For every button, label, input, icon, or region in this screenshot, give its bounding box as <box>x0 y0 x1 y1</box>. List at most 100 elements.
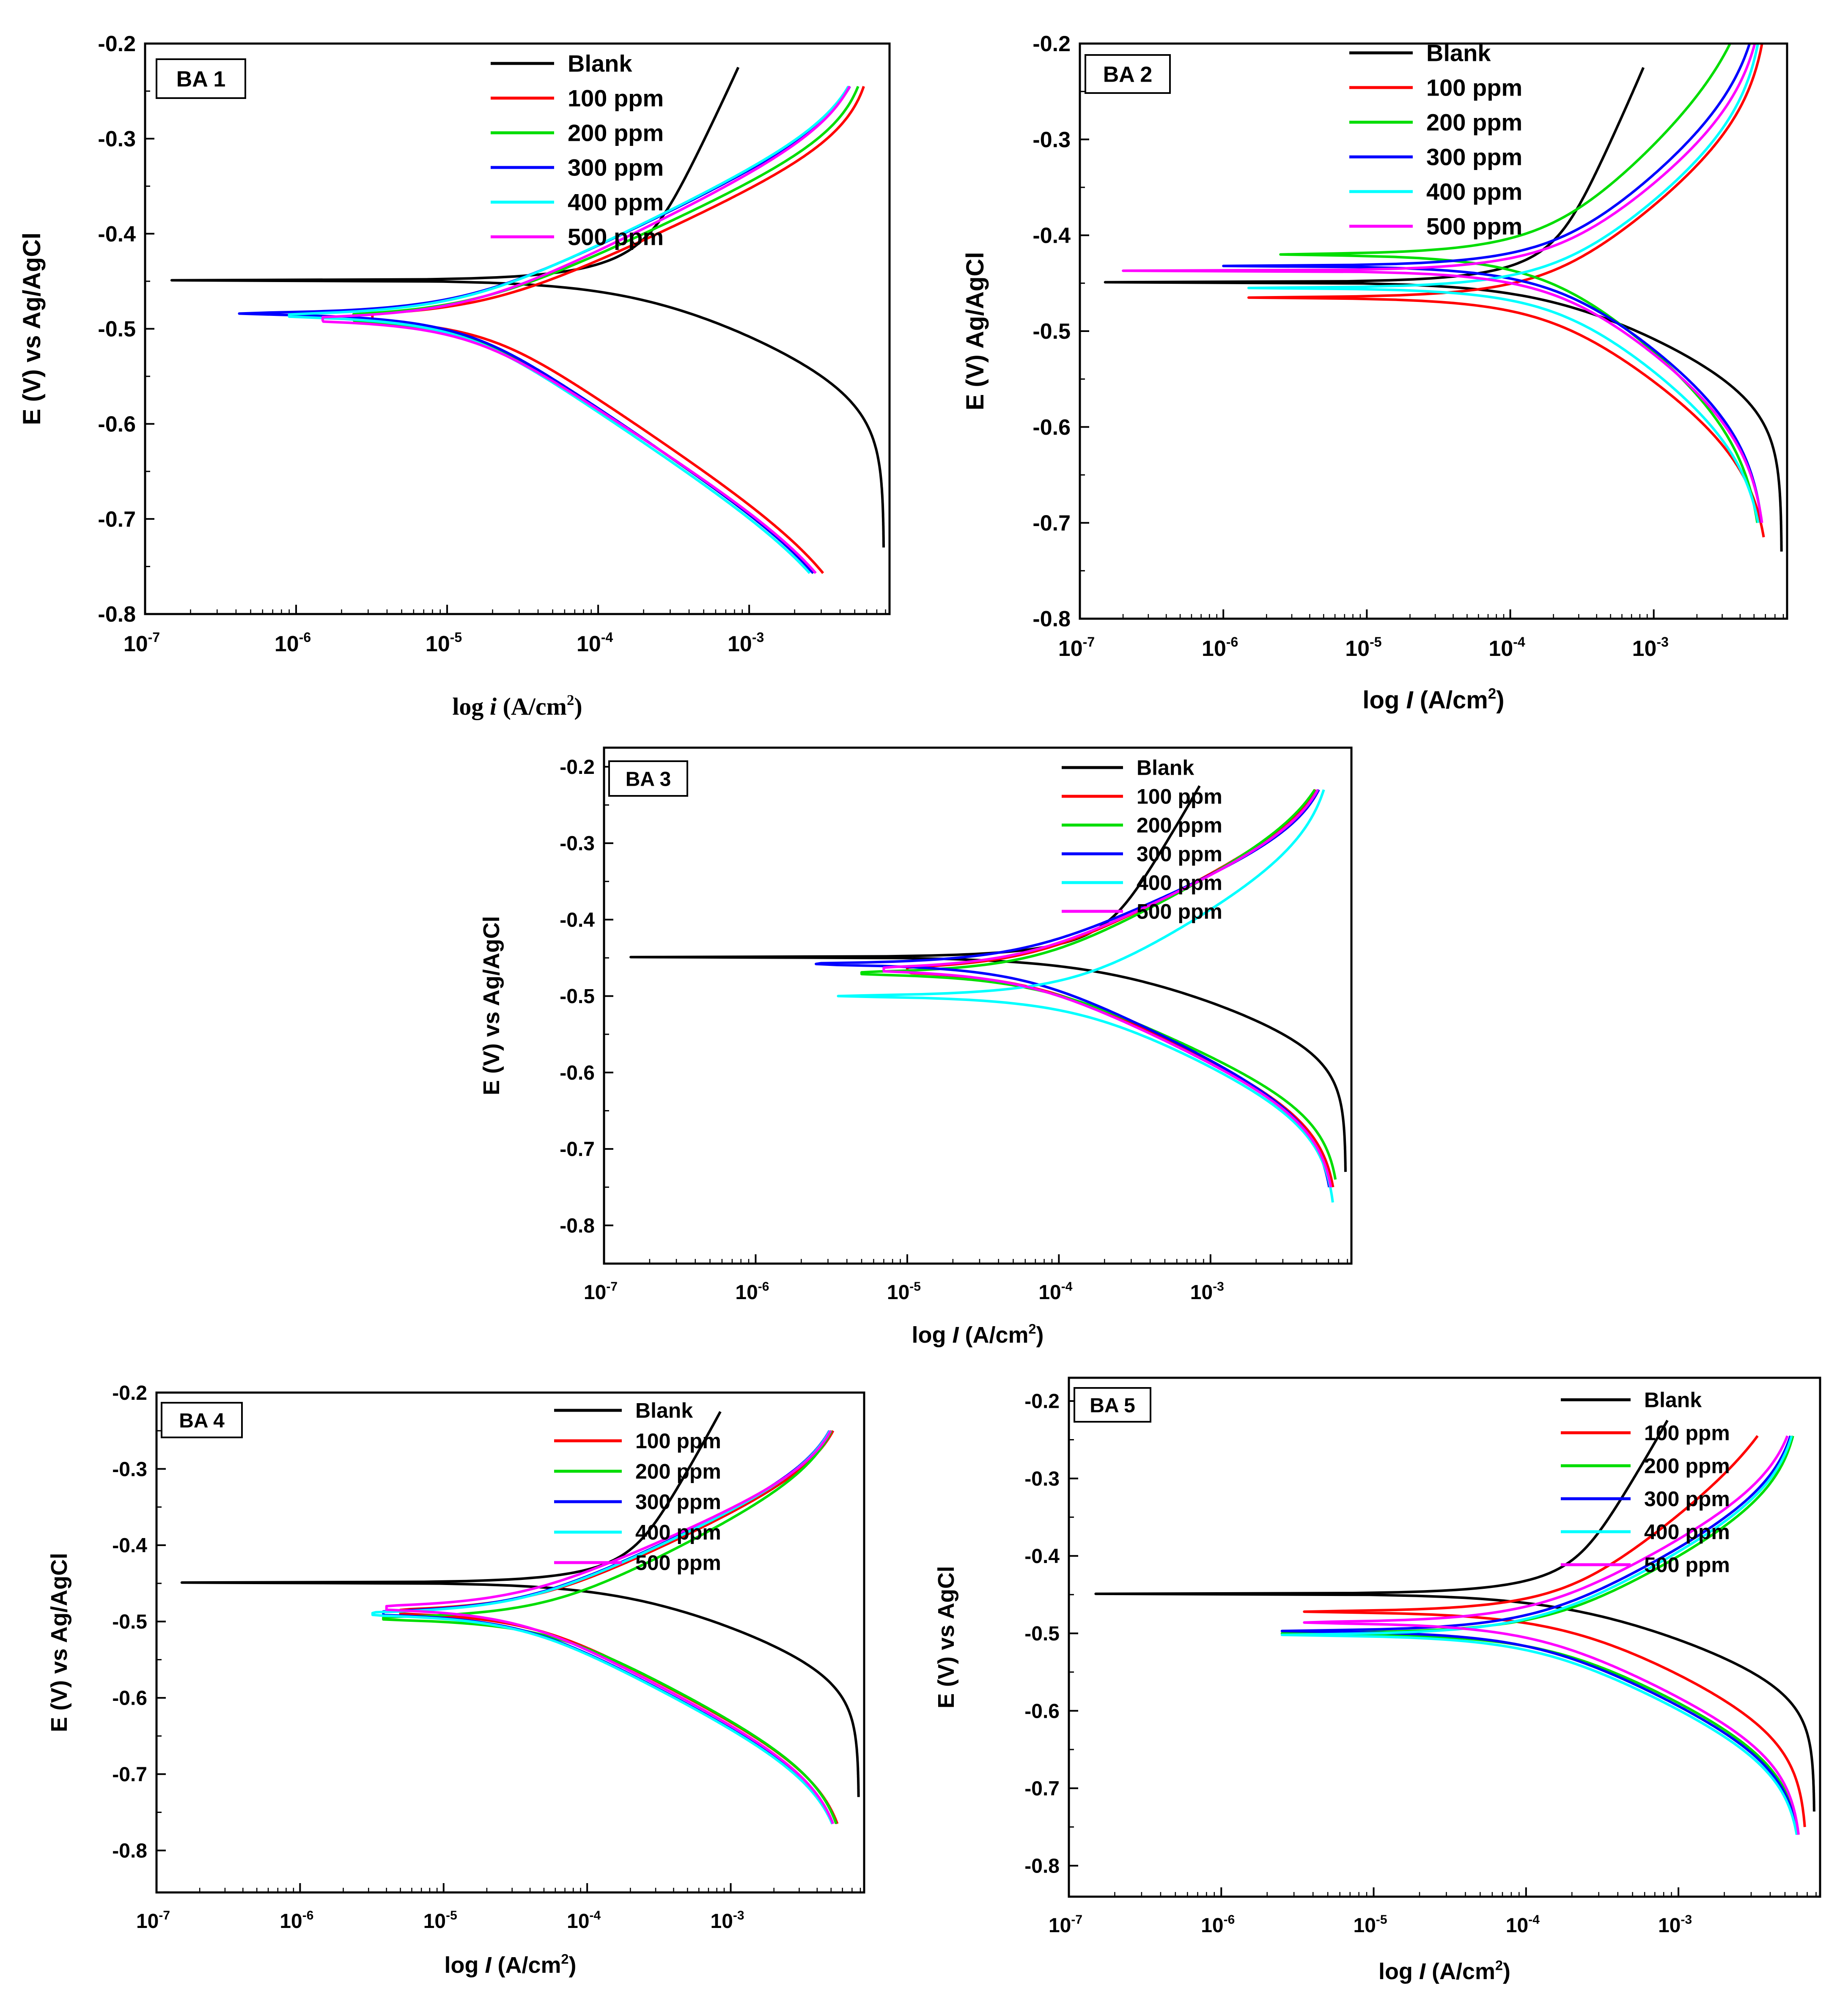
y-tick-label: -0.5 <box>112 1611 147 1633</box>
panel-label-box <box>608 760 688 797</box>
panel-label: BA 1 <box>176 67 226 92</box>
y-axis-title: E (V) vs Ag/AgCl <box>18 233 46 425</box>
legend: Blank 100 ppm 200 ppm 300 ppm 400 ppm 500 ppm <box>1062 756 1222 924</box>
legend-label: 500 ppm <box>568 224 664 250</box>
series-line-blank <box>180 1411 860 1798</box>
x-tick-label: 10-4 <box>1488 634 1525 661</box>
series-group <box>1104 44 1783 552</box>
y-tick-label: -0.8 <box>112 1840 147 1862</box>
panel-ba1: -0.2 -0.3 -0.4 -0.5 -0.6 -0.7 -0.8 10-7 10-6 10-5… <box>18 32 891 720</box>
x-axis-title: log I (A/cm2) <box>444 1951 576 1978</box>
x-tick-label: 10-3 <box>728 630 764 656</box>
series-line-400-ppm <box>1280 1435 1798 1835</box>
legend-label: Blank <box>1644 1388 1702 1412</box>
legend-label: 100 ppm <box>1644 1421 1730 1445</box>
x-tick-label: 10-5 <box>887 1280 921 1304</box>
panel-label: BA 3 <box>626 768 671 790</box>
y-tick-label: -0.2 <box>560 756 595 779</box>
y-tick-label: -0.5 <box>98 317 136 342</box>
y-tick-label: -0.3 <box>1032 128 1071 152</box>
y-axis-title: E (V) vs AgCl <box>934 1566 959 1708</box>
y-tick-label: -0.4 <box>1024 1545 1060 1568</box>
y-tick-label: -0.3 <box>560 833 595 855</box>
y-tick-label: -0.7 <box>560 1138 595 1161</box>
legend: Blank 100 ppm 200 ppm 300 ppm 400 ppm 500 ppm <box>1349 40 1522 240</box>
x-tick-label: 10-6 <box>735 1280 769 1304</box>
y-tick-label: -0.5 <box>1024 1623 1060 1645</box>
x-tick-label: 10-6 <box>275 630 311 656</box>
y-tick-label: -0.7 <box>1032 511 1071 536</box>
legend: Blank 100 ppm 200 ppm 300 ppm 400 ppm 500 ppm <box>491 50 664 250</box>
x-tick-label: 10-3 <box>1658 1913 1692 1937</box>
panel-label-box <box>156 58 246 99</box>
series-line-400-ppm <box>1247 44 1760 523</box>
y-tick-label: -0.2 <box>1032 32 1071 56</box>
series-line-200-ppm <box>1279 44 1759 523</box>
y-tick-label: -0.4 <box>98 222 136 247</box>
legend-label: 200 ppm <box>635 1460 721 1484</box>
y-tick-label: -0.2 <box>1024 1390 1060 1413</box>
x-tick-label: 10-7 <box>136 1909 170 1933</box>
x-tick-label: 10-5 <box>1354 1913 1387 1937</box>
x-tick-label: 10-5 <box>426 630 462 656</box>
series-line-100-ppm <box>1303 1435 1806 1827</box>
y-tick-label: -0.2 <box>98 32 136 56</box>
series-group <box>1094 1420 1815 1835</box>
series-line-400-ppm <box>288 85 850 574</box>
series-line-200-ppm <box>860 789 1337 1180</box>
series-line-100-ppm <box>906 789 1335 1187</box>
series-line-100-ppm <box>1247 44 1765 537</box>
series-line-500-ppm <box>1122 44 1763 523</box>
x-tick-label: 10-7 <box>584 1280 618 1304</box>
plot-frame <box>603 746 1353 1265</box>
y-tick-label: -0.6 <box>112 1687 147 1710</box>
series-line-500-ppm <box>882 789 1332 1187</box>
y-tick-label: -0.6 <box>1032 415 1071 440</box>
legend: Blank 100 ppm 200 ppm 300 ppm 400 ppm 500 ppm <box>554 1399 721 1575</box>
y-tick-label: -0.8 <box>560 1215 595 1237</box>
panel-ba3: -0.2 -0.3 -0.4 -0.5 -0.6 -0.7 -0.8 10-7 10-6 10-5… <box>479 746 1353 1348</box>
legend-label: 100 ppm <box>1137 785 1222 809</box>
series-line-200-ppm <box>1280 1435 1798 1828</box>
legend-label: 400 ppm <box>635 1521 721 1544</box>
y-tick-label: -0.2 <box>112 1382 147 1404</box>
series-line-blank <box>1104 67 1783 552</box>
legend-label: 200 ppm <box>1137 814 1222 837</box>
x-tick-label: 10-6 <box>1201 1913 1235 1937</box>
x-axis-title: log I (A/cm2) <box>1362 686 1504 714</box>
series-line-blank <box>170 67 885 548</box>
y-tick-label: -0.3 <box>1024 1468 1060 1490</box>
legend-label: 300 ppm <box>1137 842 1222 866</box>
y-axis-title: E (V) vs Ag/AgCl <box>47 1553 72 1732</box>
panel-label: BA 4 <box>179 1409 225 1432</box>
legend-label: 200 ppm <box>1644 1454 1730 1478</box>
x-axis-title: log I (A/cm2) <box>1378 1958 1510 1984</box>
series-line-100-ppm <box>371 86 865 574</box>
panel-label-box <box>161 1402 243 1438</box>
plot-frame <box>1068 1377 1821 1898</box>
y-tick-label: -0.8 <box>98 602 136 627</box>
legend-label: 100 ppm <box>635 1429 721 1453</box>
y-tick-label: -0.4 <box>112 1535 147 1557</box>
series-line-200-ppm <box>382 1430 838 1824</box>
panel-ba5: -0.2 -0.3 -0.4 -0.5 -0.6 -0.7 -0.8 10-7 10-6 10-5… <box>934 1377 1821 1984</box>
series-line-400-ppm <box>837 789 1334 1203</box>
legend-label: Blank <box>568 50 632 77</box>
series-line-300-ppm <box>1222 44 1763 523</box>
legend-label: 100 ppm <box>568 85 664 112</box>
y-tick-label: -0.6 <box>98 412 136 437</box>
y-tick-label: -0.5 <box>1032 319 1071 344</box>
legend-label: 300 ppm <box>1426 144 1522 170</box>
series-line-100-ppm <box>399 1430 839 1824</box>
panel-ba2: -0.2 -0.3 -0.4 -0.5 -0.6 -0.7 -0.8 10-7 10-6 10-5… <box>961 32 1788 714</box>
legend-label: 300 ppm <box>1644 1487 1730 1511</box>
y-tick-label: -0.3 <box>112 1458 147 1481</box>
y-tick-label: -0.5 <box>560 985 595 1008</box>
x-tick-label: 10-7 <box>1058 634 1095 661</box>
x-axis-title: log i (A/cm2) <box>452 692 582 720</box>
series-line-500-ppm <box>321 85 851 574</box>
x-tick-label: 10-3 <box>1632 634 1669 661</box>
legend-label: 200 ppm <box>568 120 664 146</box>
legend-label: 200 ppm <box>1426 109 1522 136</box>
